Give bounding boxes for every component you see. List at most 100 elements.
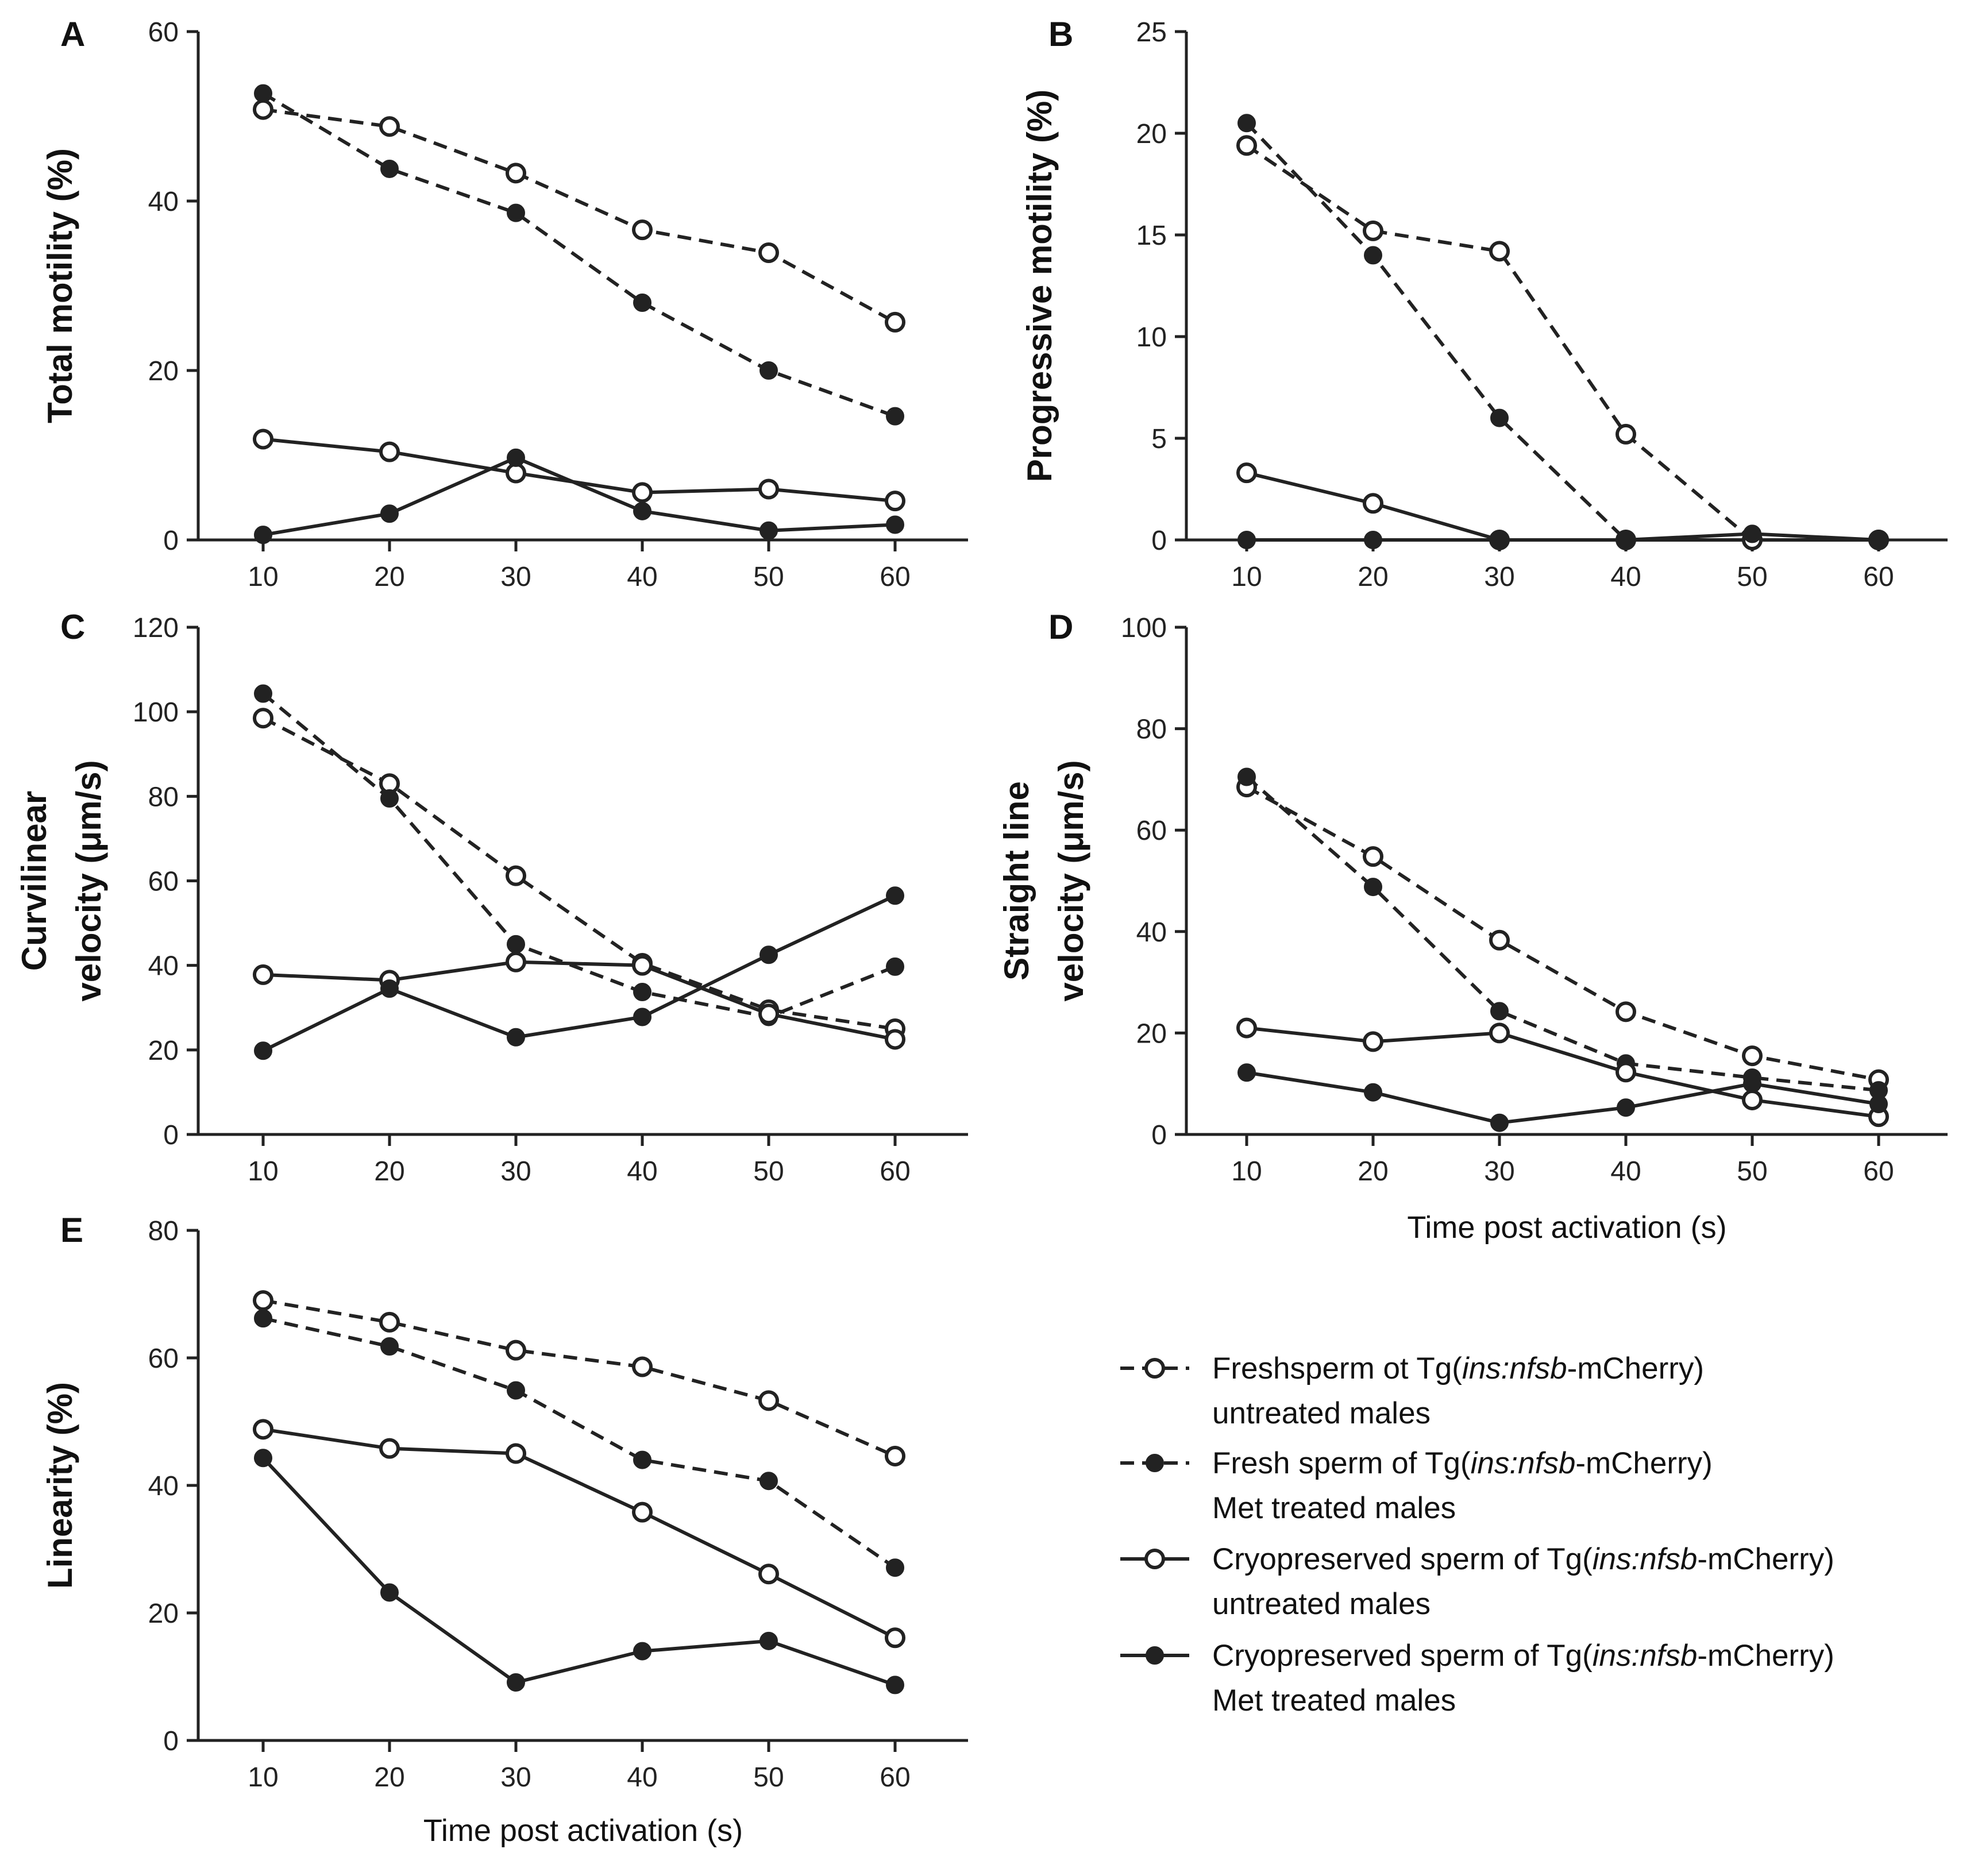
data-point bbox=[1616, 1001, 1636, 1022]
data-point bbox=[886, 515, 904, 534]
data-point bbox=[254, 526, 272, 545]
data-point bbox=[379, 116, 400, 137]
y-tick-label: 0 bbox=[163, 526, 179, 556]
panel-letter: D bbox=[1048, 608, 1073, 646]
data-point bbox=[759, 1472, 778, 1491]
y-tick-label: 40 bbox=[148, 187, 179, 217]
data-point bbox=[1364, 1083, 1382, 1102]
data-point bbox=[1489, 241, 1510, 262]
data-point bbox=[1237, 114, 1256, 133]
series-line bbox=[263, 437, 896, 503]
x-tick-label: 40 bbox=[627, 1156, 657, 1187]
series-line bbox=[262, 92, 896, 418]
y-tick-label: 20 bbox=[148, 1036, 179, 1066]
data-point bbox=[380, 1337, 399, 1356]
data-point bbox=[506, 865, 526, 886]
series-line bbox=[1246, 775, 1879, 1093]
x-tick-label: 50 bbox=[753, 1156, 784, 1187]
x-tick-label: 50 bbox=[1737, 562, 1767, 592]
data-point bbox=[380, 159, 399, 178]
series-line bbox=[261, 1457, 896, 1687]
x-tick-label: 60 bbox=[1863, 1156, 1894, 1187]
x-tick-label: 60 bbox=[880, 562, 910, 592]
y-tick-label: 20 bbox=[1136, 1018, 1167, 1049]
series-line bbox=[263, 1427, 896, 1639]
data-point bbox=[1237, 531, 1256, 549]
x-tick-label: 60 bbox=[880, 1156, 910, 1187]
data-point bbox=[379, 441, 400, 462]
data-point bbox=[506, 951, 526, 972]
data-point bbox=[885, 1445, 905, 1466]
x-tick-label: 30 bbox=[500, 562, 531, 592]
y-tick-label: 100 bbox=[133, 697, 179, 728]
y-tick-label: 60 bbox=[148, 867, 179, 897]
x-tick-label: 20 bbox=[374, 1762, 404, 1793]
legend-label-line2: Met treated males bbox=[1212, 1684, 1456, 1717]
y-tick-label: 15 bbox=[1136, 221, 1167, 251]
data-point bbox=[759, 945, 778, 964]
data-point bbox=[1490, 531, 1509, 549]
data-point bbox=[758, 1390, 779, 1411]
data-point bbox=[633, 294, 651, 312]
y-tick-label: 60 bbox=[1136, 816, 1167, 846]
data-point bbox=[1616, 1061, 1636, 1083]
series-line bbox=[262, 894, 896, 1052]
data-point bbox=[506, 1340, 526, 1361]
data-point bbox=[253, 708, 273, 729]
data-point bbox=[885, 1627, 905, 1649]
data-point bbox=[758, 478, 779, 500]
y-tick-label: 80 bbox=[1136, 715, 1167, 745]
panel-letter: A bbox=[60, 15, 85, 53]
y-tick-label: 0 bbox=[1151, 1120, 1167, 1151]
data-point bbox=[1742, 1089, 1763, 1110]
x-tick-label: 50 bbox=[753, 1762, 784, 1793]
y-tick-label: 40 bbox=[148, 951, 179, 982]
x-axis-label: Time post activation (s) bbox=[1407, 1210, 1726, 1245]
x-tick-label: 10 bbox=[1231, 562, 1262, 592]
x-tick-label: 30 bbox=[1484, 562, 1514, 592]
x-tick-label: 40 bbox=[627, 1762, 657, 1793]
x-tick-label: 40 bbox=[1610, 562, 1641, 592]
legend-marker bbox=[1144, 1358, 1165, 1379]
y-tick-label: 80 bbox=[148, 1216, 179, 1246]
data-point bbox=[758, 242, 779, 263]
data-point bbox=[1743, 524, 1761, 543]
y-tick-label: 100 bbox=[1121, 613, 1167, 643]
data-point bbox=[507, 1028, 525, 1047]
data-point bbox=[380, 789, 399, 808]
series-line bbox=[263, 960, 896, 1041]
data-point bbox=[1617, 1098, 1635, 1117]
legend-marker bbox=[1146, 1646, 1164, 1665]
x-tick-label: 60 bbox=[880, 1762, 910, 1793]
data-point bbox=[254, 684, 272, 703]
data-point bbox=[507, 1381, 525, 1400]
legend-label: Fresh sperm of Tg(ins:nfsb-mCherry) bbox=[1212, 1446, 1713, 1480]
series-line bbox=[1246, 785, 1879, 1082]
data-point bbox=[758, 1003, 779, 1025]
data-point bbox=[886, 1558, 904, 1577]
data-point bbox=[886, 1676, 904, 1694]
series-line bbox=[263, 1317, 896, 1569]
x-axis-label: Time post activation (s) bbox=[423, 1813, 743, 1848]
y-tick-label: 10 bbox=[1136, 322, 1167, 353]
data-point bbox=[1363, 493, 1383, 514]
data-point bbox=[886, 407, 904, 426]
x-tick-label: 50 bbox=[753, 562, 784, 592]
data-point bbox=[380, 1583, 399, 1602]
x-tick-label: 40 bbox=[1610, 1156, 1641, 1187]
series-line bbox=[1247, 532, 1879, 542]
series-line bbox=[1246, 471, 1879, 542]
data-point bbox=[885, 1029, 905, 1050]
panel-letter: C bbox=[60, 608, 85, 646]
x-tick-label: 20 bbox=[374, 562, 404, 592]
data-point bbox=[1489, 929, 1510, 951]
series-line bbox=[263, 107, 896, 324]
data-point bbox=[507, 935, 525, 954]
data-point bbox=[253, 1290, 273, 1311]
data-point bbox=[1490, 1113, 1509, 1132]
data-point bbox=[758, 1564, 779, 1585]
y-tick-label: 5 bbox=[1151, 424, 1167, 454]
data-point bbox=[1237, 767, 1256, 786]
y-axis-label: Total motility (%) bbox=[41, 148, 79, 423]
data-point bbox=[507, 203, 525, 222]
